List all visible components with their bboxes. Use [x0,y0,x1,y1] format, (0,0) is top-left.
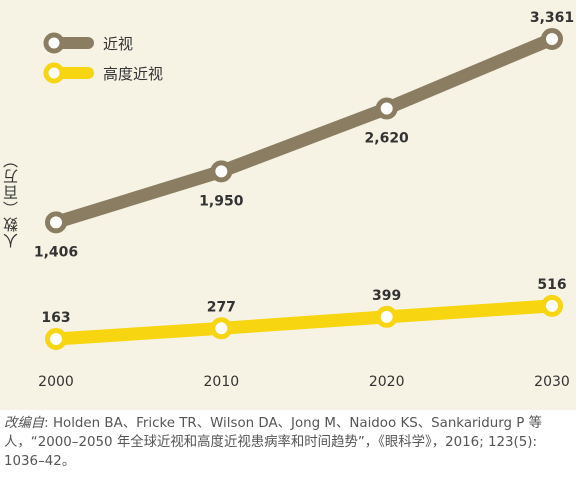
chart-panel: 1,406 1,950 2,620 3,361 163 277 399 516 2000 2010… [0,0,576,410]
series-line-1 [49,32,559,229]
data-label: 399 [372,288,401,304]
source-citation: 改编自: Holden BA、Fricke TR、Wilson DA、Jong … [4,414,574,471]
chart: 1,406 1,950 2,620 3,361 163 277 399 516 2000 2010… [34,10,574,390]
data-label: 1,950 [199,193,244,209]
source-prefix: 改编自 [4,416,45,431]
data-label: 516 [537,277,566,293]
legend-label: 高度近视 [103,65,163,83]
data-point [210,317,233,340]
legend-swatch-marker [43,32,65,54]
data-point [375,97,398,120]
data-label: 163 [41,310,70,326]
data-point [45,211,67,234]
data-label: 1,406 [34,244,78,260]
y-axis-label: 人数（百万） [2,152,20,248]
x-tick-label: 2020 [369,374,405,390]
data-point [45,328,67,350]
data-point [210,160,233,183]
data-label: 277 [207,299,236,315]
x-tick-label: 2030 [534,374,570,390]
series-line-2 [49,299,559,346]
data-point [375,305,398,328]
legend-swatch-marker [43,62,65,84]
x-tick-label: 2000 [38,374,74,390]
data-point [541,294,563,317]
legend-label: 近视 [103,35,133,53]
data-point [541,28,563,50]
source-text: : Holden BA、Fricke TR、Wilson DA、Jong M、N… [4,416,542,469]
x-tick-label: 2010 [204,374,240,390]
data-label: 3,361 [530,10,574,26]
data-label: 2,620 [365,131,410,147]
